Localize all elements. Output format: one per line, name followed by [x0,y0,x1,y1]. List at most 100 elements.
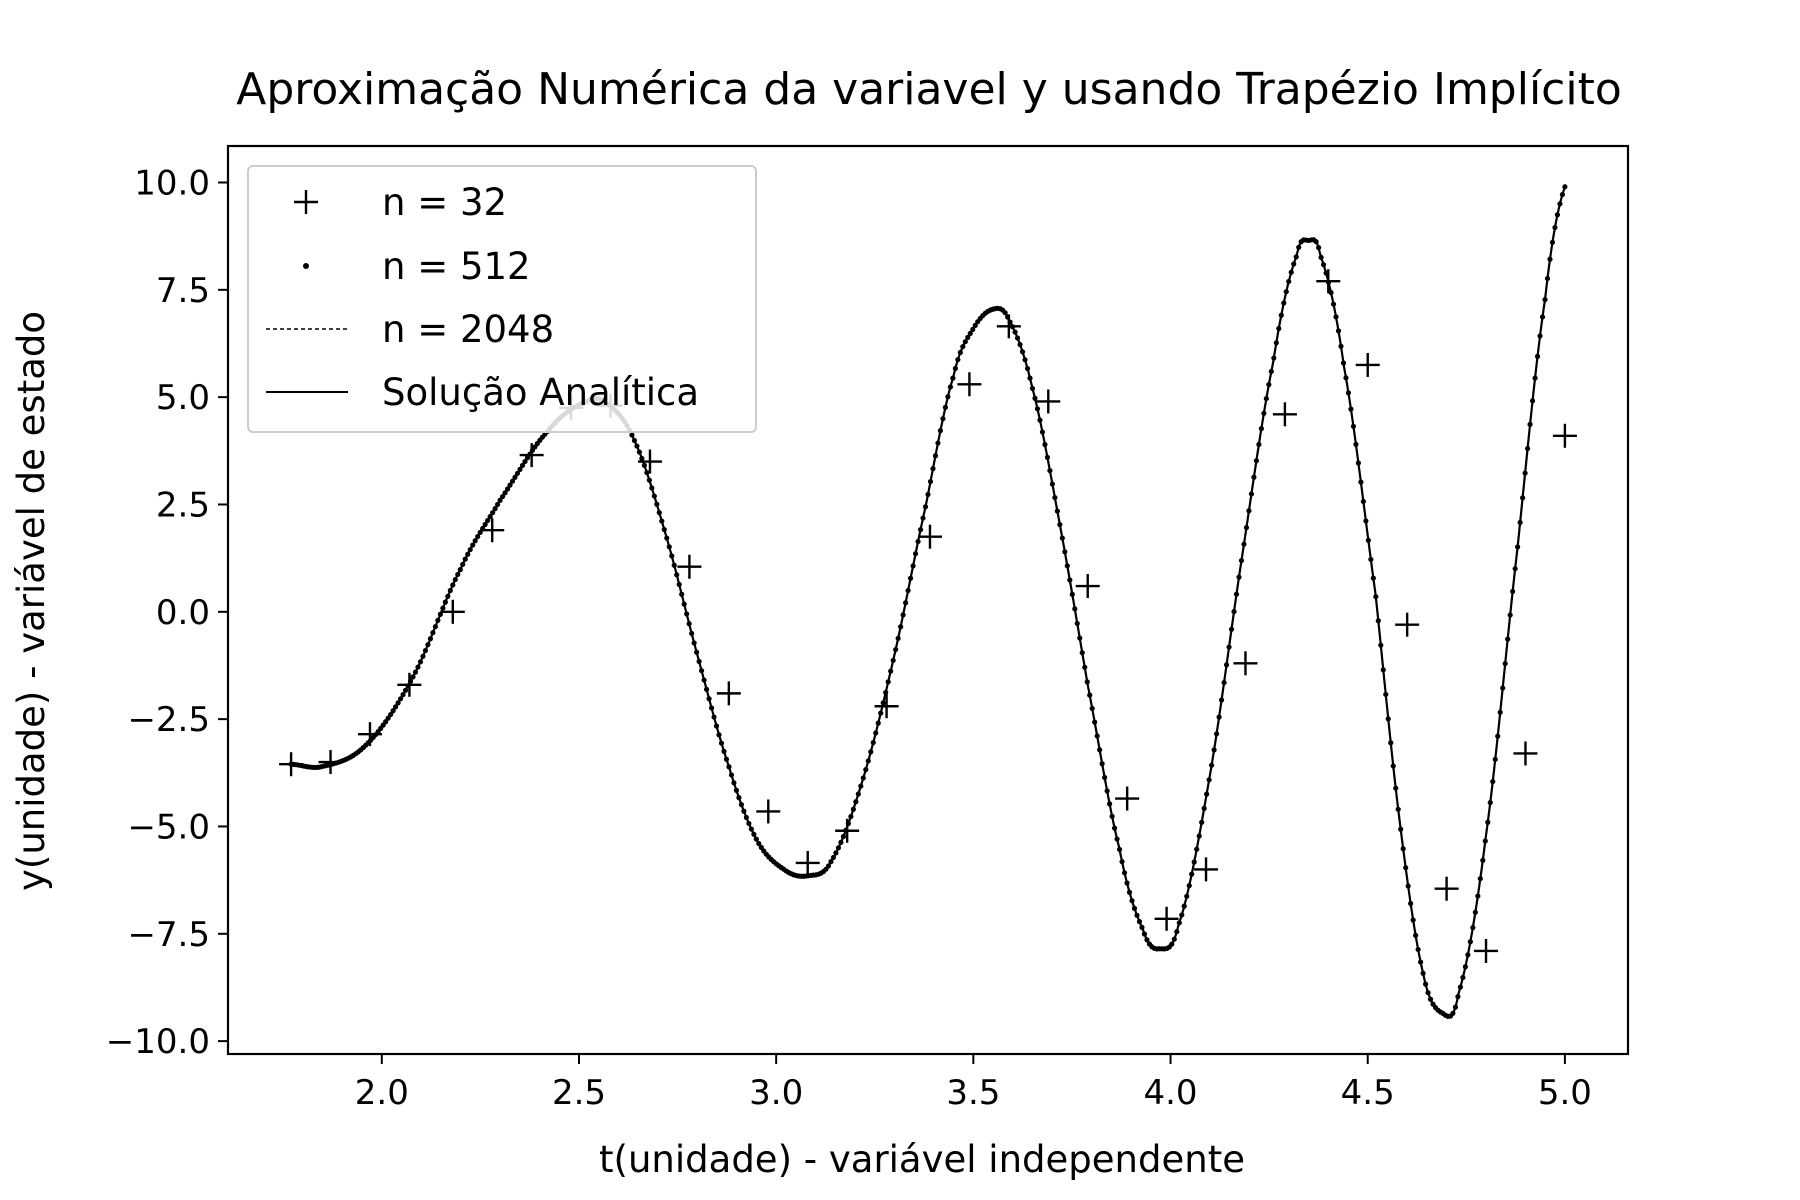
series-n512-point [1524,445,1531,452]
series-n512-point [858,783,864,789]
series-n512-point [1032,395,1038,401]
series-n512-point [1037,417,1043,423]
series-n512-point [1410,917,1416,923]
series-n32-point [279,752,304,777]
series-n32-point [957,372,982,397]
series-n512-point [883,689,889,696]
series-n512-point [1253,458,1259,464]
series-n512-point [1296,244,1302,250]
series-n512-point [1552,224,1558,231]
series-n512-point [412,669,419,675]
series-n512-point [1141,931,1148,937]
series-n512-point [718,740,725,746]
series-n512-point [1537,333,1543,339]
series-n512-point [1271,355,1277,361]
series-n512-point [641,462,647,468]
series-n512-point [898,624,904,630]
series-n512-point [684,611,690,617]
series-n512-point [1218,697,1225,703]
series-n32-point [1272,402,1297,427]
series-n512-point [1223,662,1230,668]
legend: n = 32 n = 512 n = 2048 Solução Analític… [247,165,757,433]
series-n512-point [1388,740,1394,746]
x-tick-label: 3.0 [749,1073,803,1113]
series-n512-point [1532,375,1538,381]
series-n512-point [870,739,876,746]
series-n32-point [1434,876,1459,901]
y-tick-label: 10.0 [134,163,210,203]
series-n512-point [432,623,438,630]
series-n512-point [475,533,481,540]
legend-label-n2048: n = 2048 [382,308,554,351]
series-n512-point [957,349,963,356]
series-n512-point [1495,733,1501,739]
series-n512-point [1520,495,1526,501]
series-n512-point [848,813,854,820]
series-n512-point [435,617,441,623]
series-n512-point [664,535,670,541]
x-tick-label: 5.0 [1538,1073,1592,1113]
series-n512-point [388,711,394,718]
series-n512-point [1390,763,1396,769]
series-n512-point [445,593,451,599]
series-n512-point [487,514,493,520]
series-n512-point [467,546,473,553]
series-n512-point [1209,762,1215,768]
series-n512-point [1221,679,1227,686]
series-n512-point [1383,691,1389,698]
series-n32-point [1036,389,1061,414]
series-n512-point [654,501,660,507]
series-n512-point [965,334,971,340]
series-n512-point [1261,410,1267,416]
series-n512-point [1136,919,1143,925]
series-n512-point [1549,239,1556,245]
x-tick-label: 2.0 [355,1073,409,1113]
series-n32-point [1513,741,1538,766]
series-n512-point [1019,349,1026,355]
series-n512-point [1109,813,1115,819]
series-n512-point [711,714,717,720]
series-n32-point [440,599,465,624]
series-n512-point [1291,261,1297,267]
series-n512-point [1320,262,1327,268]
series-n512-point [925,491,931,498]
series-n512-point [392,704,399,710]
series-n512-point [1385,716,1391,722]
series-n512-point [696,658,702,665]
series-n512-point [1368,556,1374,563]
y-tick-label: 2.5 [156,485,210,525]
series-n512-point [639,455,645,462]
series-n512-point [1460,974,1466,981]
series-n512-point [499,493,506,500]
series-n512-point [450,582,456,588]
series-n512-point [397,696,404,702]
series-n512-point [422,647,429,654]
series-n512-point [863,767,869,773]
series-n512-point [629,432,635,438]
series-n512-point [917,527,924,533]
series-n512-point [509,478,516,484]
series-n512-point [1343,375,1349,381]
series-n512-point [1462,964,1468,970]
series-n512-point [1181,903,1187,909]
x-tick-label: 3.5 [946,1073,1000,1113]
x-tick-label: 4.0 [1143,1073,1197,1113]
series-n512-point [1559,191,1566,198]
series-n512-point [1378,642,1384,648]
series-n512-point [900,612,906,618]
series-n512-point [960,344,966,350]
series-n512-point [915,538,921,545]
series-n512-point [1480,857,1486,863]
series-n512-point [661,526,667,533]
series-n512-point [1500,685,1506,691]
series-n512-point [833,850,839,856]
series-n32-point [1474,938,1499,963]
series-n512-point [875,720,881,726]
series-n512-point [1074,620,1080,627]
series-n512-point [442,599,448,605]
series-n512-point [708,705,715,711]
series-n512-point [1029,385,1036,392]
series-n512-point [1313,239,1319,245]
series-n512-point [1345,390,1352,396]
